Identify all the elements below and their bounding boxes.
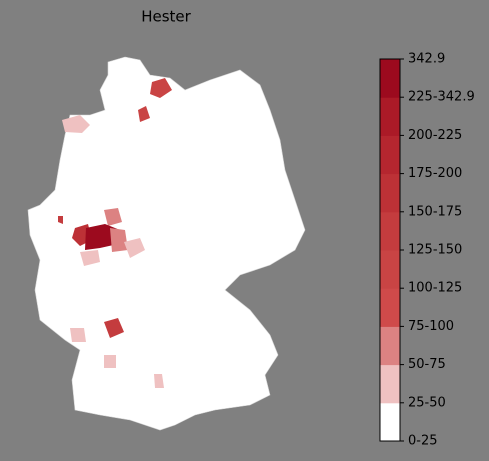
region [104,355,116,368]
colorbar-label: 175-200 [408,166,462,181]
region [58,216,63,224]
colorbar-segment [380,211,400,251]
colorbar-segment [380,97,400,136]
colorbar-label: 125-150 [408,243,462,258]
region [80,250,100,266]
region [104,208,122,226]
colorbar-segment [380,173,400,213]
region [124,238,145,258]
region [150,78,172,98]
region [62,115,90,133]
colorbar-segment [380,288,400,327]
colorbar-label: 100-125 [408,281,462,296]
colorbar-segment [380,402,400,442]
colorbar-label: 25-50 [408,395,446,410]
region [154,374,164,388]
colorbar: 0-25 25-50 50-75 75-100 100-125 125-150 150-17… [379,52,475,449]
colorbar-label: 0-25 [408,434,438,449]
region [110,228,128,252]
colorbar-label: 50-75 [408,357,446,372]
region [70,328,86,342]
colorbar-segment [380,250,400,289]
colorbar-segment [380,59,400,98]
germany-map [27,56,306,431]
region [138,106,150,122]
colorbar-label: 342.9 [408,52,445,67]
colorbar-segment [380,364,400,404]
map-title: Hester [141,8,191,26]
colorbar-segment [380,326,400,366]
colorbar-label: 75-100 [408,319,454,334]
colorbar-label: 200-225 [408,128,462,143]
region [104,318,124,338]
colorbar-label: 150-175 [408,204,462,219]
country-outline [27,56,306,431]
colorbar-label: 225-342.9 [408,90,475,105]
colorbar-segment [380,135,400,175]
